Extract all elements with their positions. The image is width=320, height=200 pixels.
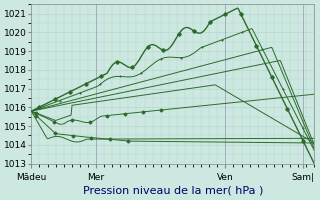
X-axis label: Pression niveau de la mer( hPa ): Pression niveau de la mer( hPa )	[83, 186, 263, 196]
